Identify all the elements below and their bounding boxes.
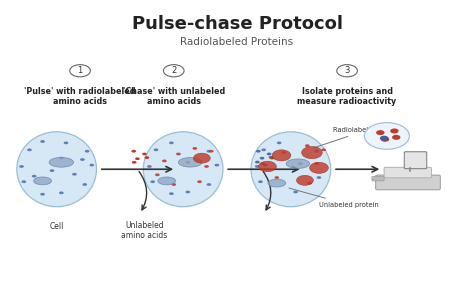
Circle shape [132, 161, 137, 164]
Circle shape [32, 175, 36, 177]
Circle shape [150, 180, 155, 183]
Circle shape [365, 123, 410, 149]
Circle shape [258, 161, 276, 172]
Circle shape [272, 150, 291, 161]
Circle shape [21, 180, 26, 183]
Circle shape [90, 164, 94, 166]
Ellipse shape [268, 179, 286, 187]
Circle shape [185, 191, 190, 193]
Circle shape [59, 157, 64, 160]
Circle shape [301, 147, 322, 159]
Ellipse shape [143, 132, 223, 207]
Circle shape [310, 162, 328, 173]
Text: Pulse-chase Protocol: Pulse-chase Protocol [131, 15, 343, 33]
Circle shape [82, 183, 87, 186]
Text: 1: 1 [77, 66, 82, 75]
Circle shape [19, 165, 24, 168]
Circle shape [274, 176, 279, 179]
Text: 2: 2 [171, 66, 176, 75]
Circle shape [305, 144, 310, 147]
Circle shape [255, 161, 260, 163]
Ellipse shape [286, 159, 310, 168]
FancyBboxPatch shape [376, 175, 440, 190]
Circle shape [260, 157, 264, 160]
Circle shape [27, 149, 32, 151]
Circle shape [145, 156, 149, 159]
Circle shape [261, 149, 266, 151]
FancyBboxPatch shape [372, 177, 384, 181]
Circle shape [40, 193, 45, 196]
Circle shape [80, 158, 85, 161]
Circle shape [50, 169, 55, 172]
Circle shape [142, 153, 147, 155]
Circle shape [392, 135, 401, 140]
Circle shape [135, 157, 140, 160]
Circle shape [269, 156, 273, 159]
Circle shape [85, 150, 90, 153]
Circle shape [40, 140, 45, 143]
Ellipse shape [17, 132, 97, 207]
Circle shape [72, 173, 77, 176]
Circle shape [204, 165, 209, 168]
Circle shape [260, 162, 265, 165]
Circle shape [277, 142, 282, 144]
Text: Isolate proteins and
measure radioactivity: Isolate proteins and measure radioactivi… [298, 87, 397, 106]
Text: Cell: Cell [49, 222, 64, 231]
Circle shape [215, 164, 219, 166]
Circle shape [298, 162, 302, 165]
Circle shape [193, 153, 210, 163]
FancyBboxPatch shape [384, 167, 431, 178]
Circle shape [176, 153, 181, 155]
Ellipse shape [34, 177, 52, 185]
Circle shape [59, 191, 64, 194]
Text: 'Pulse' with radiolabeled
amino acids: 'Pulse' with radiolabeled amino acids [24, 87, 136, 106]
Circle shape [282, 151, 286, 154]
Circle shape [314, 150, 319, 153]
Circle shape [172, 183, 176, 186]
Circle shape [169, 142, 174, 144]
Circle shape [131, 150, 136, 153]
Circle shape [376, 130, 384, 135]
Circle shape [209, 150, 214, 153]
Circle shape [256, 150, 261, 153]
Text: Unlabeled protein: Unlabeled protein [289, 188, 379, 208]
Circle shape [293, 191, 298, 193]
Ellipse shape [158, 177, 176, 185]
Circle shape [263, 164, 268, 166]
Text: 'Chase' with unlabeled
amino acids: 'Chase' with unlabeled amino acids [123, 87, 225, 106]
Ellipse shape [49, 157, 73, 167]
Circle shape [192, 147, 197, 150]
Text: Radiolabeled protein: Radiolabeled protein [315, 127, 402, 147]
Circle shape [321, 149, 326, 151]
Ellipse shape [251, 132, 331, 207]
Circle shape [380, 136, 388, 141]
Circle shape [307, 182, 312, 185]
Text: Radiolabeled Proteins: Radiolabeled Proteins [181, 37, 293, 48]
Circle shape [155, 173, 160, 176]
Circle shape [169, 192, 174, 195]
Circle shape [185, 161, 190, 164]
Circle shape [267, 153, 272, 155]
Circle shape [258, 180, 263, 183]
Circle shape [154, 149, 158, 151]
Circle shape [381, 137, 389, 142]
Circle shape [207, 183, 211, 186]
Circle shape [64, 142, 68, 144]
Text: 3: 3 [345, 66, 350, 75]
FancyBboxPatch shape [404, 152, 427, 169]
Ellipse shape [178, 158, 202, 167]
Circle shape [314, 162, 319, 165]
Circle shape [297, 175, 313, 185]
Circle shape [162, 160, 167, 162]
Circle shape [317, 176, 321, 179]
Circle shape [390, 128, 399, 134]
Text: Unlabeled
amino acids: Unlabeled amino acids [121, 220, 168, 240]
Circle shape [197, 180, 202, 183]
Circle shape [255, 165, 259, 168]
Circle shape [207, 150, 211, 153]
Circle shape [270, 157, 274, 160]
Circle shape [147, 165, 152, 168]
